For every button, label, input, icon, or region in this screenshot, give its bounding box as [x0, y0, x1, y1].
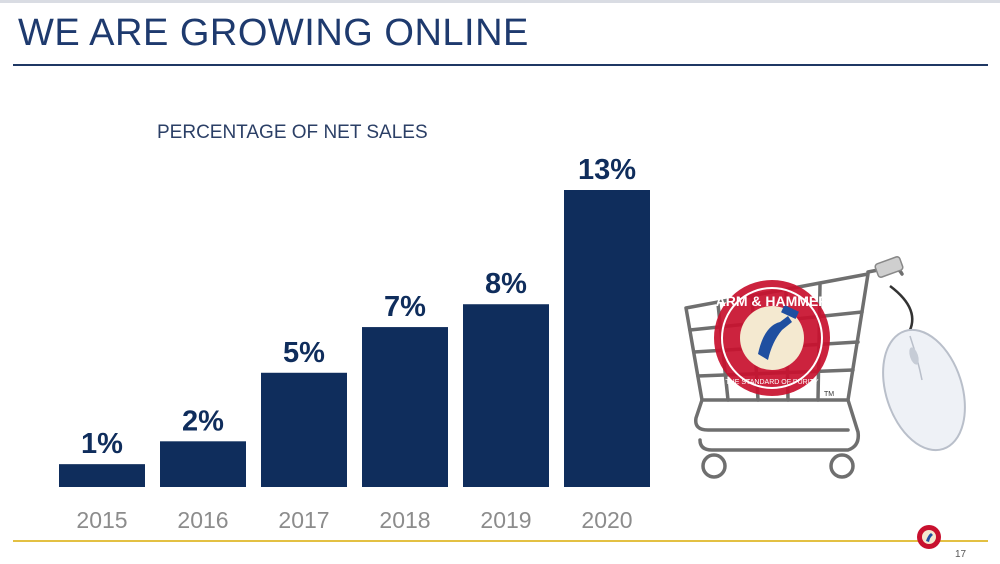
bars-layer [59, 190, 650, 487]
category-label-2018: 2018 [379, 507, 430, 533]
value-label-2016: 2% [182, 405, 224, 437]
category-label-2020: 2020 [581, 507, 632, 533]
value-label-2015: 1% [81, 428, 123, 460]
bar-2019 [463, 304, 549, 487]
slide-title: WE ARE GROWING ONLINE [18, 12, 529, 54]
footer-logo-icon [917, 525, 941, 549]
chart-title: PERCENTAGE OF NET SALES [157, 122, 428, 143]
bar-2020 [564, 190, 650, 487]
arm-and-hammer-seal-icon: ARM & HAMMER THE STANDARD OF PURITY TM [714, 280, 834, 398]
page-number: 17 [955, 549, 967, 560]
value-label-2019: 8% [485, 268, 527, 300]
value-label-2017: 5% [283, 337, 325, 369]
value-label-2018: 7% [384, 291, 426, 323]
net-sales-bar-chart: 1% 2% 5% 7% 8% 13% 2015 2016 2017 2018 2019 2020 [59, 154, 650, 533]
category-label-2015: 2015 [76, 507, 127, 533]
category-label-2017: 2017 [278, 507, 329, 533]
value-label-2020: 13% [578, 154, 636, 186]
logo-trademark: TM [824, 391, 834, 398]
logo-wordmark: ARM & HAMMER [716, 293, 829, 309]
category-label-2019: 2019 [480, 507, 531, 533]
online-shopping-illustration: ARM & HAMMER THE STANDARD OF PURITY TM [684, 256, 966, 479]
category-label-2016: 2016 [177, 507, 228, 533]
title-underline [13, 64, 988, 66]
category-labels-layer: 2015 2016 2017 2018 2019 2020 [76, 507, 632, 533]
bar-2017 [261, 372, 347, 487]
computer-mouse-icon [874, 256, 966, 452]
value-labels-layer: 1% 2% 5% 7% 8% 13% [81, 154, 636, 460]
top-border [0, 0, 1000, 3]
logo-ring-text: THE STANDARD OF PURITY [725, 379, 819, 386]
bar-2016 [160, 441, 246, 487]
bar-2018 [362, 327, 448, 487]
bar-2015 [59, 464, 145, 487]
footer-rule [13, 540, 988, 542]
